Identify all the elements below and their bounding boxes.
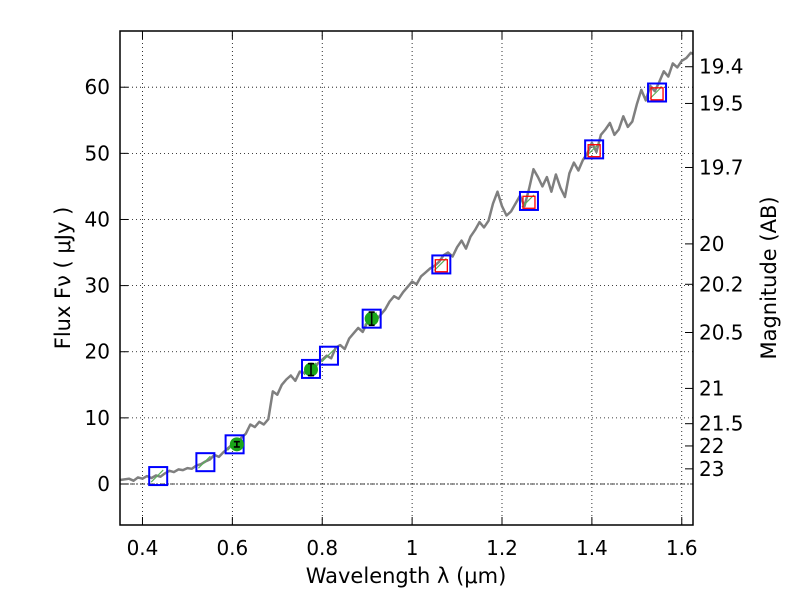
model-flux-marker	[301, 358, 321, 379]
y-tick-label: 10	[85, 406, 110, 430]
magnitude-tick-label: 19.7	[699, 155, 744, 179]
magnitude-tick-label: 19.4	[699, 55, 744, 79]
y-tick-label: 30	[85, 274, 110, 298]
upper-limit-marker	[650, 87, 664, 101]
magnitude-tick-label: 21	[699, 376, 724, 400]
magnitude-tick-label: 20.5	[699, 321, 744, 345]
x-axis-label: Wavelength λ (μm)	[306, 564, 507, 588]
y-tick-label: 60	[85, 75, 110, 99]
model-flux-marker	[318, 345, 339, 366]
grid	[120, 31, 693, 525]
x-tick-label: 0.4	[127, 536, 159, 560]
magnitude-tick-label: 20.2	[699, 272, 744, 296]
y-tick-label: 20	[85, 340, 110, 364]
x-tick-label: 1.6	[666, 536, 698, 560]
model-flux-inner-tick	[521, 194, 535, 208]
model-flux-inner-tick	[433, 258, 447, 271]
spectrum-line	[119, 51, 694, 482]
model-flux-marker	[148, 466, 169, 487]
magnitude-axis-label: Magnitude (AB)	[757, 196, 781, 359]
model-flux-inner-tick	[321, 349, 335, 363]
y-tick-label: 50	[85, 141, 110, 165]
y-tick-label: 0	[97, 472, 110, 496]
model-flux-marker	[431, 254, 452, 275]
x-tick-label: 0.6	[216, 536, 248, 560]
y-axis: 0 10 20 30 40 50 60	[85, 75, 128, 496]
upper-limit-marker	[434, 259, 448, 273]
model-flux-inner-tick	[649, 86, 663, 99]
magnitude-tick-label: 23	[699, 457, 724, 481]
magnitude-tick-label: 21.5	[699, 412, 744, 436]
model-flux-marker	[361, 308, 382, 329]
x-axis: 0.4 0.6 0.8 1 1.2 1.4 1.6	[127, 31, 698, 560]
model-flux-marker	[195, 452, 216, 473]
model-flux-marker	[647, 82, 668, 103]
model-flux-marker	[518, 190, 539, 211]
model-flux-inner-tick	[150, 469, 164, 483]
magnitude-tick-label: 19.5	[699, 91, 744, 115]
plot-frame	[119, 30, 694, 526]
model-flux-inner-tick	[586, 142, 600, 156]
x-tick-label: 1.2	[486, 536, 518, 560]
plot-area	[119, 51, 694, 487]
y-axis-label: Flux Fν ( μJy )	[51, 207, 75, 350]
magnitude-tick-label: 22	[699, 434, 724, 458]
x-tick-label: 0.8	[306, 536, 338, 560]
model-flux-inner-tick	[197, 455, 211, 469]
y-tick-label: 40	[85, 207, 110, 231]
upper-limit-marker	[587, 144, 601, 158]
upper-limit-marker	[522, 195, 536, 209]
magnitude-tick-label: 20	[699, 232, 724, 256]
x-tick-label: 1	[406, 536, 419, 560]
model-flux-marker	[584, 139, 605, 160]
x-tick-label: 1.4	[576, 536, 608, 560]
